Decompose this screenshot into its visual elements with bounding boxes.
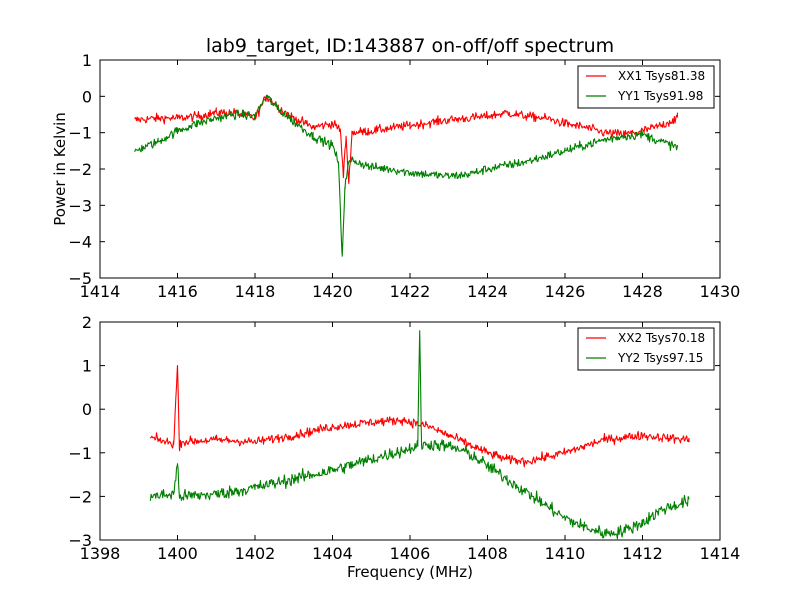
top-legend: XX1 Tsys81.38 YY1 Tsys91.98 xyxy=(577,65,715,109)
x-tick-label: 1406 xyxy=(390,544,431,563)
y-tick-label: −3 xyxy=(68,531,92,550)
legend-label-yy2: YY2 Tsys97.15 xyxy=(617,351,703,365)
y-tick-label: −5 xyxy=(68,269,92,288)
x-tick-label: 1416 xyxy=(157,282,198,301)
chart-title: lab9_target, ID:143887 on-off/off spectr… xyxy=(206,35,614,57)
top-axes-ticks: 1414 1416 1418 1420 1422 1424 1426 1428 1430 −5 −4… xyxy=(68,51,740,301)
y-tick-label: −1 xyxy=(68,124,92,143)
y-tick-label: 0 xyxy=(82,87,92,106)
y-tick-label: 2 xyxy=(82,313,92,332)
x-tick-label: 1422 xyxy=(390,282,431,301)
x-tick-label: 1428 xyxy=(622,282,663,301)
bottom-plot-lines xyxy=(149,330,690,540)
legend-label-yy1: YY1 Tsys91.98 xyxy=(617,89,703,103)
y-tick-label: −4 xyxy=(68,233,92,252)
x-tick-label: 1414 xyxy=(80,282,121,301)
y-axis-label: Power in Kelvin xyxy=(51,112,69,226)
y-tick-label: −2 xyxy=(68,487,92,506)
y-tick-label: 1 xyxy=(82,51,92,70)
bottom-subplot: 1398 1400 1402 1404 1406 1408 1410 1412 1414 −3 −2… xyxy=(68,313,740,581)
series-line-yy2 xyxy=(149,330,690,540)
x-tick-label: 1404 xyxy=(312,544,353,563)
bottom-legend: XX2 Tsys70.18 YY2 Tsys97.15 xyxy=(577,327,715,371)
y-tick-label: 1 xyxy=(82,357,92,376)
x-tick-label: 1418 xyxy=(235,282,276,301)
x-axis-label: Frequency (MHz) xyxy=(347,563,473,581)
x-tick-label: 1414 xyxy=(700,544,741,563)
series-line-yy1 xyxy=(134,94,678,257)
x-tick-label: 1412 xyxy=(622,544,663,563)
x-tick-label: 1424 xyxy=(467,282,508,301)
x-tick-label: 1420 xyxy=(312,282,353,301)
y-tick-label: −1 xyxy=(68,444,92,463)
x-tick-label: 1430 xyxy=(700,282,741,301)
bottom-legend-box xyxy=(577,327,715,371)
bottom-axes-ticks: 1398 1400 1402 1404 1406 1408 1410 1412 1414 −3 −2… xyxy=(68,313,740,563)
top-subplot: 1414 1416 1418 1420 1422 1424 1426 1428 1430 −5 −4… xyxy=(51,51,740,301)
x-tick-label: 1398 xyxy=(80,544,121,563)
y-tick-label: −3 xyxy=(68,196,92,215)
x-tick-label: 1410 xyxy=(545,544,586,563)
x-tick-label: 1408 xyxy=(467,544,508,563)
top-legend-box xyxy=(577,65,715,109)
legend-label-xx2: XX2 Tsys70.18 xyxy=(618,331,705,345)
x-tick-label: 1402 xyxy=(235,544,276,563)
top-plot-lines xyxy=(134,94,678,257)
y-tick-label: 0 xyxy=(82,400,92,419)
legend-label-xx1: XX1 Tsys81.38 xyxy=(618,69,705,83)
y-tick-label: −2 xyxy=(68,160,92,179)
x-tick-label: 1426 xyxy=(545,282,586,301)
x-tick-label: 1400 xyxy=(157,544,198,563)
series-line-xx1 xyxy=(134,96,678,185)
